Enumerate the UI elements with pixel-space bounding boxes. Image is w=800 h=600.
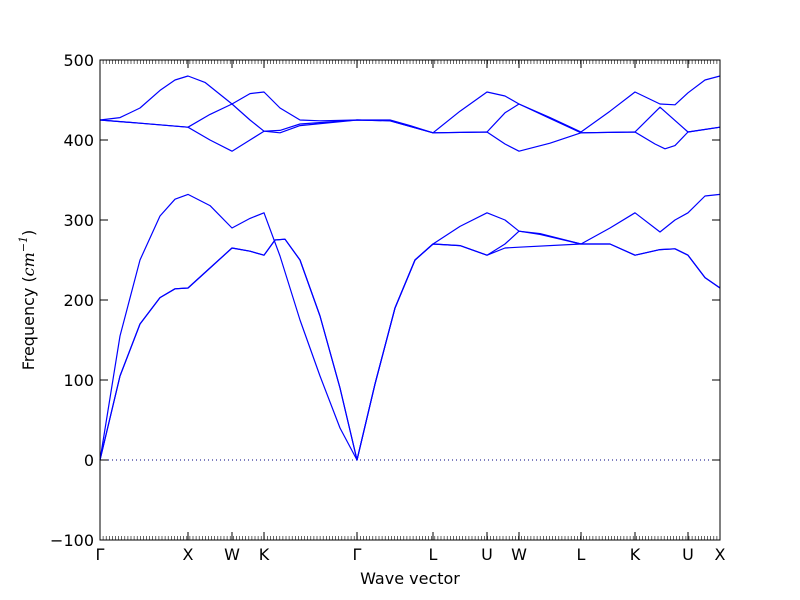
series-line-1 bbox=[99, 75, 721, 134]
x-tick-label: L bbox=[577, 545, 586, 564]
y-axis-label: Frequency (cm−1) bbox=[17, 230, 38, 371]
x-tick-label: Γ bbox=[353, 545, 362, 564]
x-tick-label: U bbox=[682, 545, 694, 564]
x-tick-label: W bbox=[511, 545, 527, 564]
y-axis-label-exponent: −1 bbox=[17, 236, 30, 252]
y-tick-label: 300 bbox=[63, 211, 94, 230]
plot-frame bbox=[99, 59, 721, 541]
y-tick-label: −100 bbox=[50, 531, 94, 550]
x-tick-label: U bbox=[481, 545, 493, 564]
x-tick-label: X bbox=[715, 545, 726, 564]
y-tick-label: 200 bbox=[63, 291, 94, 310]
series-line-6 bbox=[99, 238, 721, 461]
x-tick-label: X bbox=[183, 545, 194, 564]
y-axis-label-math: cm bbox=[19, 252, 38, 276]
y-tick-label: 0 bbox=[84, 451, 94, 470]
series-line-3 bbox=[99, 103, 721, 134]
series-layer bbox=[99, 75, 721, 461]
x-tick-label: Γ bbox=[96, 545, 105, 564]
y-tick-layer: −100 0 100 200 300 400 500 bbox=[50, 51, 720, 550]
y-axis-label-close: ) bbox=[19, 230, 38, 236]
y-tick-label: 100 bbox=[63, 371, 94, 390]
x-tick-label: K bbox=[259, 545, 270, 564]
y-axis-label-text: Frequency ( bbox=[19, 276, 38, 370]
x-tick-label: K bbox=[630, 545, 641, 564]
y-tick-label: 400 bbox=[63, 131, 94, 150]
x-tick-label: W bbox=[224, 545, 240, 564]
x-tick-label: L bbox=[429, 545, 438, 564]
x-axis-label: Wave vector bbox=[360, 569, 460, 588]
y-tick-label: 500 bbox=[63, 51, 94, 70]
